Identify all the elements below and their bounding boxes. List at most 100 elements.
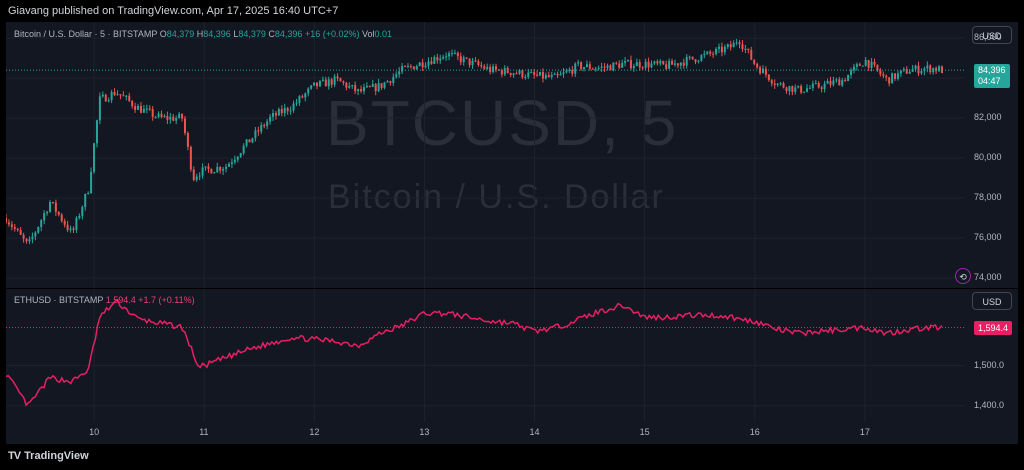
btc-candle-113 xyxy=(336,76,339,79)
btc-candle-112 xyxy=(333,76,336,85)
btc-candle-312 xyxy=(920,71,923,74)
btc-candle-64 xyxy=(192,169,195,181)
btc-candle-220 xyxy=(650,63,653,68)
btc-candle-72 xyxy=(216,167,219,173)
btc-candle-3 xyxy=(13,226,16,229)
btc-candle-146 xyxy=(433,57,436,64)
btc-candle-108 xyxy=(321,79,324,81)
tradingview-brand[interactable]: TV TradingView xyxy=(8,450,89,462)
eth-y-tick-1: 1,400.0 xyxy=(974,399,1005,410)
btc-candle-12 xyxy=(40,220,43,228)
btc-candle-246 xyxy=(726,44,729,47)
btc-y-tick-5: 76,000 xyxy=(974,232,1002,242)
btc-candle-49 xyxy=(148,108,151,110)
publisher-text: Giavang published on TradingView.com, Ap… xyxy=(8,5,339,17)
btc-candle-60 xyxy=(181,113,184,119)
btc-y-tick-6: 74,000 xyxy=(974,272,1002,282)
btc-candle-271 xyxy=(800,85,803,93)
btc-candle-264 xyxy=(779,83,782,85)
bar-countdown: 04:47 xyxy=(978,76,1001,87)
btc-candle-104 xyxy=(310,85,313,89)
btc-candle-234 xyxy=(691,56,694,60)
btc-candle-187 xyxy=(553,73,556,75)
btc-candle-14 xyxy=(46,211,49,214)
refresh-icon[interactable]: ⟲ xyxy=(955,268,971,284)
btc-candle-263 xyxy=(776,83,779,85)
btc-candle-296 xyxy=(873,61,876,65)
btc-candle-222 xyxy=(656,61,659,64)
btc-candle-138 xyxy=(409,65,412,67)
btc-candle-276 xyxy=(814,82,817,84)
btc-candle-236 xyxy=(697,60,700,62)
btc-candle-211 xyxy=(624,61,627,63)
btc-candle-162 xyxy=(480,65,483,67)
btc-candle-181 xyxy=(536,74,539,76)
btc-last-price: 84,396 xyxy=(978,65,1006,76)
currency-button-bottom[interactable]: USD xyxy=(972,292,1012,310)
btc-candle-161 xyxy=(477,61,480,66)
btc-candle-212 xyxy=(627,59,630,62)
btc-candle-274 xyxy=(808,87,811,89)
btc-candle-103 xyxy=(307,88,310,94)
btc-candle-118 xyxy=(351,85,354,87)
btc-candle-186 xyxy=(550,74,553,77)
btc-candle-245 xyxy=(723,46,726,53)
btc-candle-51 xyxy=(154,116,157,118)
btc-candle-170 xyxy=(503,67,506,75)
x-tick-6: 16 xyxy=(749,427,760,437)
btc-candle-83 xyxy=(248,139,251,143)
btc-candle-269 xyxy=(794,87,797,92)
time-axis[interactable]: 10 11 12 13 14 15 16 17 xyxy=(6,422,1018,444)
eth-chart-pane[interactable]: ETHUSD · BITSTAMP 1,594.4 +1.7 (+0.11%) … xyxy=(6,289,1018,422)
btc-candle-303 xyxy=(894,73,897,79)
btc-candle-89 xyxy=(266,121,269,126)
btc-candle-209 xyxy=(618,63,621,68)
btc-candle-29 xyxy=(90,171,93,194)
btc-candle-159 xyxy=(471,60,474,66)
btc-candle-232 xyxy=(685,57,688,66)
btc-candle-158 xyxy=(468,58,471,66)
btc-candle-25 xyxy=(78,215,81,218)
btc-candle-318 xyxy=(938,66,941,72)
btc-candle-84 xyxy=(251,138,254,143)
btc-candle-61 xyxy=(183,118,186,134)
btc-candle-192 xyxy=(568,69,571,72)
btc-candle-107 xyxy=(318,80,321,87)
btc-candle-74 xyxy=(222,168,225,171)
btc-candle-53 xyxy=(160,113,163,117)
o-value: 84,379 xyxy=(166,29,195,39)
btc-candle-281 xyxy=(829,81,832,85)
btc-candle-13 xyxy=(43,213,46,221)
btc-candle-55 xyxy=(166,115,169,120)
currency-button-top[interactable]: USD xyxy=(972,26,1012,44)
btc-candle-228 xyxy=(673,63,676,65)
btc-candle-116 xyxy=(345,82,348,88)
l-value: 84,379 xyxy=(238,29,266,39)
btc-candle-43 xyxy=(131,100,134,107)
btc-candle-169 xyxy=(500,70,503,75)
btc-chart-pane[interactable]: BTCUSD, 5 Bitcoin / U.S. Dollar Bitcoin … xyxy=(6,22,1018,288)
btc-candle-81 xyxy=(242,145,245,154)
btc-candle-301 xyxy=(888,77,891,84)
footer: TV TradingView xyxy=(0,444,1024,470)
btc-symbol-label: Bitcoin / U.S. Dollar · 5 · BITSTAMP xyxy=(14,29,158,39)
btc-candle-160 xyxy=(474,60,477,62)
btc-candle-172 xyxy=(509,72,512,75)
btc-candle-33 xyxy=(101,94,104,97)
btc-candle-22 xyxy=(69,228,72,230)
btc-candle-5 xyxy=(19,230,22,235)
btc-candle-86 xyxy=(257,130,260,132)
btc-candle-258 xyxy=(761,68,764,74)
btc-candle-311 xyxy=(917,65,920,74)
btc-candle-191 xyxy=(565,71,568,73)
btc-candle-27 xyxy=(84,193,87,208)
btc-candle-218 xyxy=(644,61,647,68)
btc-candle-248 xyxy=(732,42,735,48)
btc-candle-189 xyxy=(559,74,562,76)
btc-candle-100 xyxy=(298,96,301,103)
btc-candle-153 xyxy=(453,52,456,54)
btc-candle-80 xyxy=(239,153,242,157)
btc-candle-97 xyxy=(289,110,292,112)
btc-candle-114 xyxy=(339,78,342,82)
btc-candle-73 xyxy=(219,167,222,171)
